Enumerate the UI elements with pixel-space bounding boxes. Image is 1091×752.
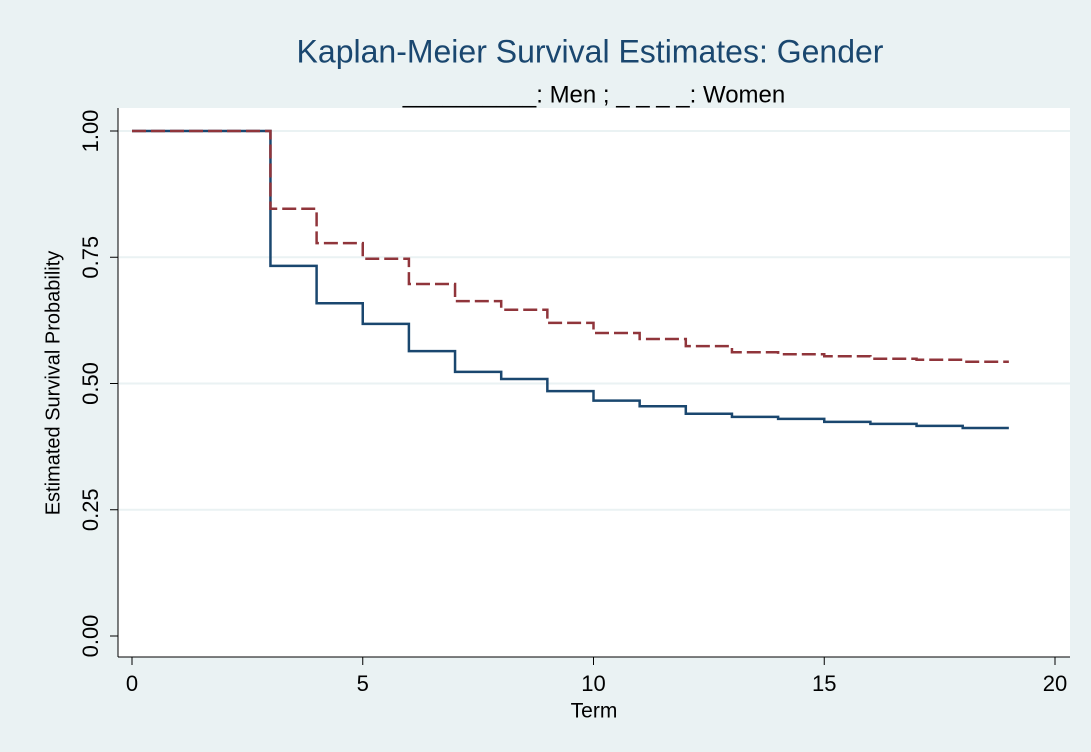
x-tick-label: 20 — [1043, 671, 1067, 696]
x-tick-label: 0 — [126, 671, 138, 696]
y-axis-label: Estimated Survival Probability — [42, 251, 64, 516]
x-tick-label: 5 — [357, 671, 369, 696]
chart-title: Kaplan-Meier Survival Estimates: Gender — [297, 33, 884, 69]
y-tick-label: 0.00 — [78, 615, 103, 658]
y-tick-label: 0.25 — [78, 488, 103, 531]
survival-line — [132, 129, 1009, 430]
y-tick-label: 0.50 — [78, 362, 103, 405]
chart-subtitle: __________: Men ; _ _ _ _: Women — [402, 81, 786, 108]
x-tick-label: 15 — [812, 671, 836, 696]
y-tick-label: 0.75 — [78, 236, 103, 279]
survival-line — [132, 129, 1009, 364]
x-tick-label: 10 — [581, 671, 605, 696]
y-tick-label: 1.00 — [78, 110, 103, 153]
x-axis-label: Term — [571, 700, 618, 723]
